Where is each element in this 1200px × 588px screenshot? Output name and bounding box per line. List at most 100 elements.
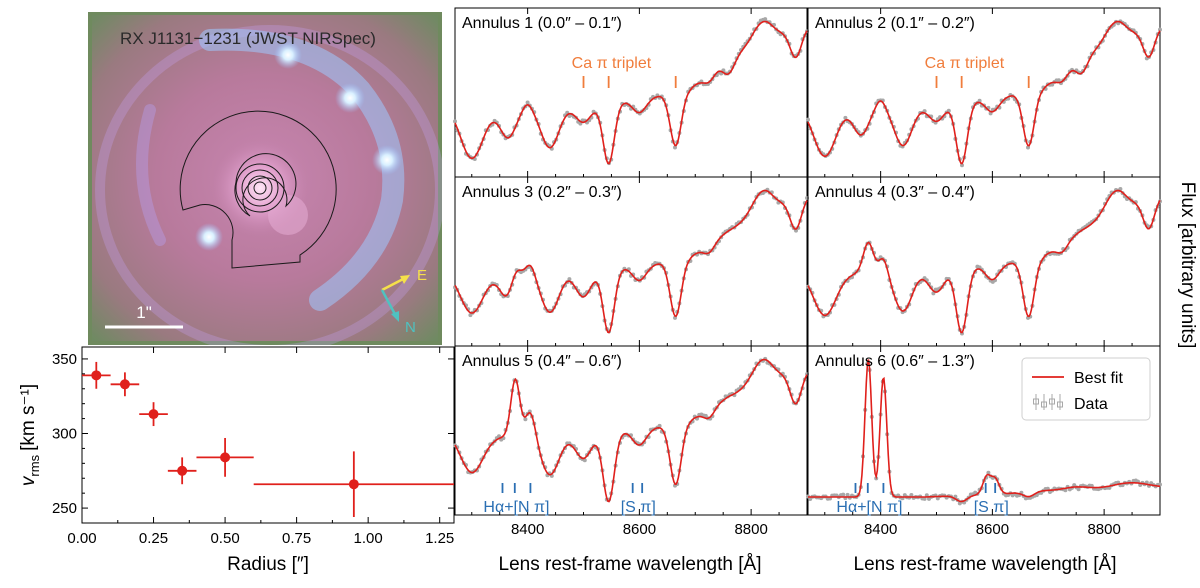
spectra-grid: Annulus 1 (0.0″ – 0.1″)Ca π tripletAnnul… [453,7,1162,538]
compass-east-arrowhead [400,275,410,284]
spectrum-data-point [523,417,528,422]
spectrum-data-points [453,17,809,166]
spectrum-panel: Annulus 3 (0.2″ – 0.3″) [453,176,809,347]
spectrum-data-point [806,117,810,122]
spectrum-x-tick-label: 8800 [1087,521,1120,538]
quasar-image-b [335,83,365,113]
spectrum-data-point [909,493,914,498]
lensed-arc-west [136,104,166,246]
satellite-galaxy [268,195,308,235]
spectrum-data-point [525,100,530,105]
vrms-y-axis-sub: rms [27,454,42,476]
contour-annulus-2 [247,175,273,201]
spectra-x-axis-label-left: Lens rest-frame wavelength [Å] [499,554,762,575]
legend-data-swatch [1049,398,1055,405]
halpha-nii-label: Hα+[N π] [483,499,549,516]
quasar-image-a [274,41,302,69]
spectrum-data-point [673,145,677,150]
spectrum-data-point [841,492,846,497]
contour-annulus-1 [253,181,267,195]
spectrum-data-points [806,19,1162,168]
vrms-x-tick-label: 0.00 [67,530,96,547]
vrms-marker [220,452,231,463]
spectrum-frame [454,345,808,516]
spectrum-data-point [1076,487,1081,492]
compass-east-label: E [417,267,427,284]
spectrum-data-point [763,17,768,22]
spectrum-x-tick-label: 8600 [976,521,1009,538]
vrms-x-axis-label: Radius [″] [227,554,309,575]
quasar-image-c [372,145,402,175]
vrms-ticks: 0.00 0.25 0.50 0.75 1.00 1.25 250 300 350 [52,347,454,547]
spectrum-panel: Annulus 4 (0.3″ – 0.4″) [806,176,1162,347]
spectrum-x-tick-label: 8800 [734,521,767,538]
spectrum-panel: Annulus 2 (0.1″ – 0.2″) Ca π triplet [806,7,1162,178]
image-title: RX J1131−1231 (JWST NIRSpec) [120,29,376,48]
vrms-y-axis-label: vrms [km s⁻¹] [18,384,42,486]
spectrum-data-point [1026,145,1030,150]
spectrum-data-point [845,492,850,497]
spectrum-data-point [657,423,662,428]
vrms-y-tick-label: 300 [52,426,77,443]
spectrum-data-point [1056,78,1061,83]
sii-label: [S π] [621,499,656,516]
spectrum-data-point [1158,27,1162,32]
vrms-point [139,402,168,427]
spectrum-frame [454,7,808,178]
scale-bar-label: 1" [136,303,152,322]
spectrum-legend: Best fit Data [1021,357,1151,421]
spectrum-panel-label: Annulus 3 (0.2″ – 0.3″) [462,184,622,201]
vrms-y-axis-main: v [18,475,39,486]
spectrum-panel-label: Annulus 1 (0.0″ – 0.1″) [462,15,622,32]
outer-faint-ring [95,25,442,345]
spectrum-best-fit-line [454,189,808,334]
spectra-x-axis-label-right: Lens rest-frame wavelength [Å] [854,554,1117,575]
compass-north-arrowhead [391,311,399,322]
vrms-point [110,372,140,397]
halpha-nii-label: Hα+[N π] [836,499,902,516]
spectrum-x-tick-label: 8400 [864,521,897,538]
sii-label: [S π] [974,499,1009,516]
vrms-point [82,361,111,389]
spectrum-panel-label: Annulus 2 (0.1″ – 0.2″) [815,15,975,32]
spectrum-best-fit-line [807,20,1161,165]
vrms-marker [348,479,359,490]
spectrum-panel: Annulus 1 (0.0″ – 0.1″) Ca π triplet [453,7,809,178]
spectrum-best-fit-line [454,358,808,503]
vrms-marker [177,465,188,476]
contour-annulus-6 [179,110,337,269]
vrms-point [196,437,254,477]
vrms-marker [119,379,130,390]
legend-data-swatch [1041,401,1047,408]
spectrum-data-point [960,163,964,168]
legend-best-fit-label: Best fit [1074,370,1123,387]
spectrum-data-points [806,186,1162,336]
spectrum-data-points [453,187,809,334]
vrms-point [253,451,454,518]
compass-north-label: N [405,319,416,336]
vrms-y-axis-unit: [km s⁻¹] [18,384,39,451]
nirspec-image-panel: 1" E N RX J1131−1231 (JWST NIRSpec) [88,12,442,345]
spectrum-panel-label: Annulus 6 (0.6″ – 1.3″) [815,353,975,370]
quasar-image-d [195,223,223,251]
legend-data-label: Data [1074,396,1108,413]
legend-data-swatch [1057,401,1063,408]
spectrum-best-fit-line [808,359,1161,503]
vrms-x-tick-label: 0.75 [282,530,311,547]
contour-annulus-3 [241,169,279,207]
spectrum-x-tick-label: 8400 [511,521,544,538]
spectrum-data-point [843,115,848,120]
vrms-plot-frame [81,346,455,524]
spectrum-frame [807,345,1161,516]
ca-triplet-label: Ca π triplet [572,55,652,72]
spectrum-x-tick-label: 8600 [623,521,656,538]
vrms-y-tick-label: 250 [52,500,77,517]
spectrum-data-point [453,119,457,124]
spectrum-panel-label: Annulus 5 (0.4″ – 0.6″) [462,353,622,370]
spectrum-panel-label: Annulus 4 (0.3″ – 0.4″) [815,184,975,201]
spectrum-data-point [567,277,572,282]
spectrum-panel: 8400 8600 8800 Annulus 6 (0.6″ – 1.3″) Hα+[N… [806,345,1162,538]
spectra-y-axis-label: Flux [arbitrary units] [1177,182,1198,349]
vrms-x-tick-label: 1.25 [425,530,454,547]
